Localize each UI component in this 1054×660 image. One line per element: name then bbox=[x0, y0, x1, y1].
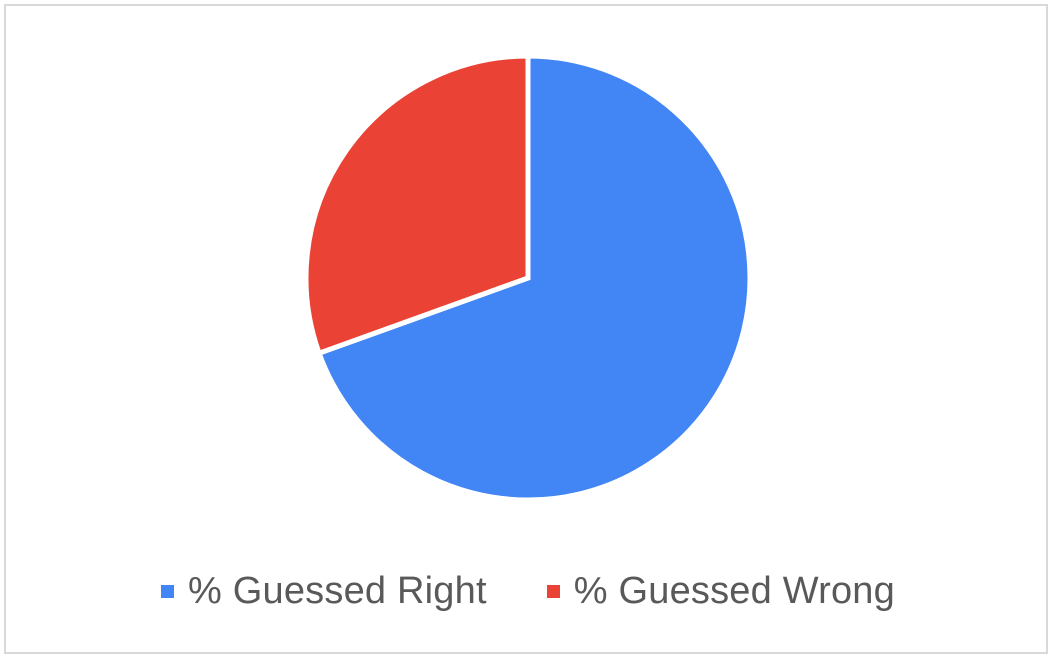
pie-slices bbox=[303, 53, 753, 503]
legend-label-right: % Guessed Right bbox=[188, 569, 487, 612]
legend-item-wrong[interactable]: % Guessed Wrong bbox=[546, 569, 895, 613]
legend-item-right[interactable]: % Guessed Right bbox=[161, 570, 487, 613]
legend-label-wrong: % Guessed Wrong bbox=[573, 569, 895, 612]
pie-slice-0[interactable] bbox=[315, 53, 753, 503]
chart-frame: % Guessed Right % Guessed Wrong bbox=[4, 4, 1048, 654]
pie-chart bbox=[303, 53, 753, 503]
pie-slice-1[interactable] bbox=[303, 53, 531, 357]
legend: % Guessed Right % Guessed Wrong bbox=[6, 566, 1050, 616]
legend-swatch-wrong bbox=[546, 584, 560, 598]
legend-swatch-right bbox=[161, 584, 175, 598]
